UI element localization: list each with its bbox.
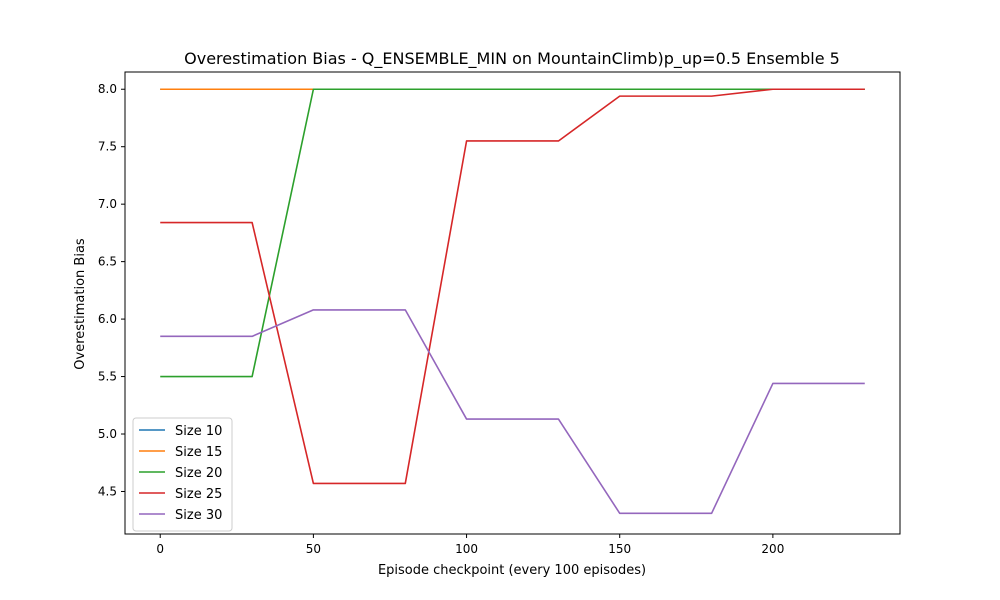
- legend-label-1: Size 10: [175, 424, 222, 439]
- y-tick-label: 6.5: [98, 255, 117, 269]
- plot-frame: [124, 71, 901, 535]
- y-tick-label: 7.0: [98, 197, 117, 211]
- legend-label-2: Size 15: [175, 445, 222, 460]
- axes: 0 50 100 150 200 4.5 5.0 5.5 6.0 6.5 7.0 7.5 8.0: [98, 71, 901, 556]
- y-tick-label: 6.0: [98, 312, 117, 326]
- x-tick-label: 100: [455, 542, 478, 556]
- x-axis-label: Episode checkpoint (every 100 episodes): [378, 563, 646, 578]
- series-line-3: [160, 88, 865, 378]
- y-tick-label: 8.0: [98, 82, 117, 96]
- x-tick-label: 200: [761, 542, 784, 556]
- legend-label-5: Size 30: [175, 508, 222, 523]
- legend-label-4: Size 25: [175, 487, 222, 502]
- chart-title: Overestimation Bias - Q_ENSEMBLE_MIN on …: [184, 49, 840, 69]
- y-tick-label: 5.5: [98, 370, 117, 384]
- x-tick-label: 150: [608, 542, 631, 556]
- legend-label-3: Size 20: [175, 466, 222, 481]
- legend-box: [132, 417, 233, 532]
- y-axis-label: Overestimation Bias: [73, 238, 88, 370]
- y-tick-label: 7.5: [98, 140, 117, 154]
- legend: Size 10 Size 15 Size 20 Size 25 Size 30: [132, 417, 233, 532]
- x-tick-label: 0: [156, 542, 164, 556]
- x-tick-label: 50: [306, 542, 321, 556]
- y-tick-label: 4.5: [98, 484, 117, 498]
- series-line-4: [160, 88, 865, 485]
- plot-area: [160, 88, 865, 515]
- y-tick-label: 5.0: [98, 427, 117, 441]
- series-line-5: [160, 309, 865, 515]
